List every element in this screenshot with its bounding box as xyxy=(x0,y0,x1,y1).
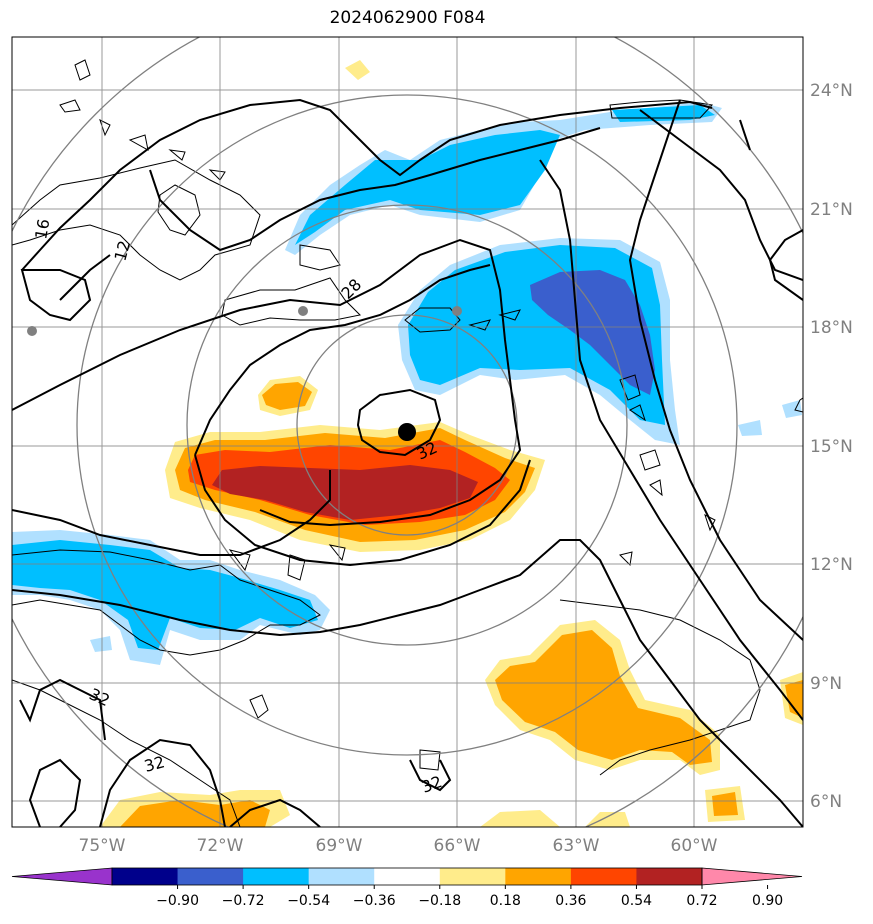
colorbar-tick-label: 0.90 xyxy=(752,893,783,909)
colorbar-segment xyxy=(112,868,179,885)
colorbar-tick-label: −0.72 xyxy=(222,893,265,909)
colorbar-segment xyxy=(243,868,310,885)
lat-label: 9°N xyxy=(810,674,842,694)
colorbar-tick-label: −0.18 xyxy=(418,893,461,909)
longitude-labels: 75°W 72°W 69°W 66°W 63°W 60°W xyxy=(79,836,718,856)
lon-label: 72°W xyxy=(197,836,244,856)
lat-label: 21°N xyxy=(810,200,853,220)
colorbar-tick-label: 0.36 xyxy=(555,893,586,909)
contour-label-16: 16 xyxy=(31,217,53,240)
height-contours xyxy=(12,98,803,827)
colorbar-segment xyxy=(636,868,703,885)
lat-label: 12°N xyxy=(810,555,853,575)
colorbar-segment xyxy=(570,868,637,885)
range-rings xyxy=(12,37,803,827)
colorbar-segment xyxy=(374,868,441,885)
storm-center-marker xyxy=(398,423,416,441)
colorbar-extend-high xyxy=(701,867,803,886)
colorbar-segment xyxy=(308,868,375,885)
colorbar-tick-label: 0.18 xyxy=(490,893,521,909)
latitude-labels: 24°N 21°N 18°N 15°N 12°N 9°N 6°N xyxy=(810,81,853,812)
lon-label: 75°W xyxy=(79,836,126,856)
map-panel: 16 12 28 32 32 32 32 xyxy=(12,37,803,827)
station-markers xyxy=(27,306,462,336)
colorbar: −0.90 −0.72 −0.54 −0.36 −0.18 0.18 0.36 0.54 0.7… xyxy=(11,867,803,909)
lat-label: 6°N xyxy=(810,792,842,812)
station-dot xyxy=(452,306,462,316)
latlon-grid xyxy=(12,37,803,827)
lon-label: 60°W xyxy=(671,836,718,856)
lat-label: 18°N xyxy=(810,318,853,338)
lon-label: 66°W xyxy=(434,836,481,856)
contour-label-32-southwest: 32 xyxy=(142,752,167,776)
map-title: 2024062900 F084 xyxy=(329,8,486,28)
colorbar-tick-label: −0.36 xyxy=(353,893,396,909)
colorbar-segment xyxy=(505,868,572,885)
colorbar-extend-low xyxy=(11,867,113,886)
colorbar-tick-label: 0.54 xyxy=(621,893,652,909)
contour-label-12: 12 xyxy=(111,238,135,263)
colorbar-segment xyxy=(177,868,244,885)
colorbar-tick-label: −0.90 xyxy=(156,893,199,909)
station-dot xyxy=(298,306,308,316)
lat-label: 15°N xyxy=(810,437,853,457)
colorbar-tick-label: −0.54 xyxy=(287,893,330,909)
colorbar-segment xyxy=(439,868,506,885)
colorbar-tick-label: 0.72 xyxy=(686,893,717,909)
station-dot xyxy=(27,326,37,336)
map-frame xyxy=(11,36,804,828)
lon-label: 69°W xyxy=(316,836,363,856)
shaded-field xyxy=(12,60,803,827)
lat-label: 24°N xyxy=(810,81,853,101)
lon-label: 63°W xyxy=(553,836,600,856)
colorbar-frame xyxy=(111,867,703,886)
